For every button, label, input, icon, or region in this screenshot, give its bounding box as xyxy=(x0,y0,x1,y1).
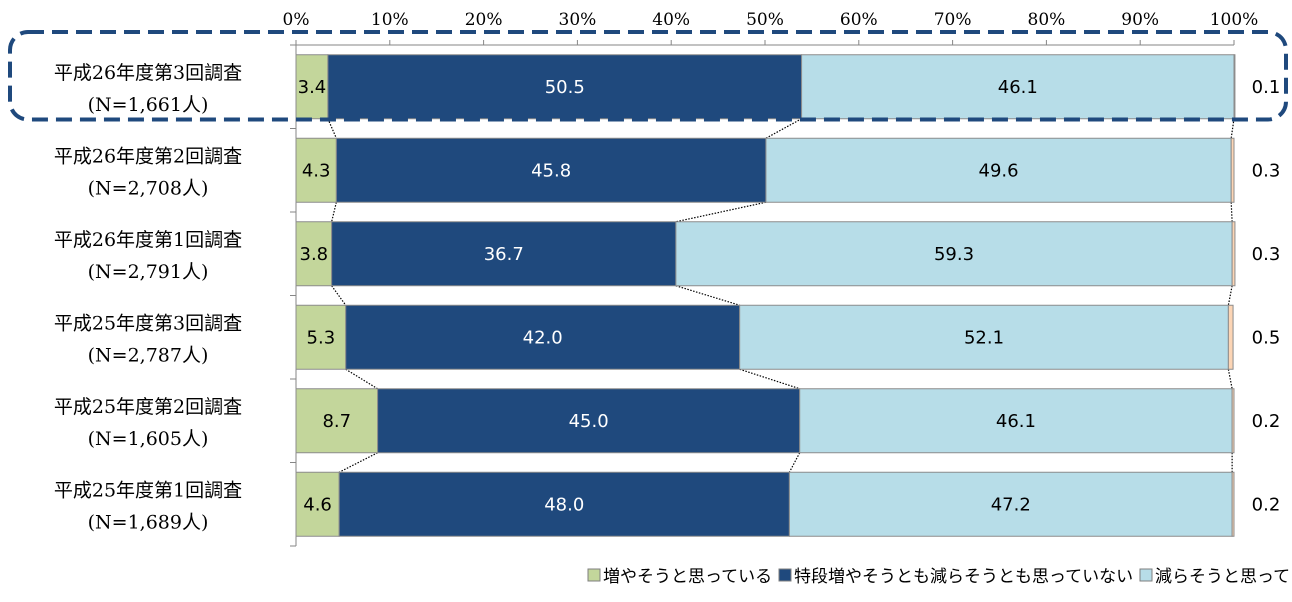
data-label: 46.1 xyxy=(998,77,1038,98)
series-connector-line xyxy=(338,452,378,473)
x-tick-label: 10% xyxy=(371,10,409,30)
category-label: 平成25年度第3回調査 xyxy=(54,312,242,334)
category-n-label: (N=2,791人) xyxy=(88,261,209,283)
bar-segment xyxy=(335,137,767,203)
bar-segment xyxy=(295,471,340,537)
legend-label: 減らそうと思っている xyxy=(1155,567,1292,587)
bar-segment xyxy=(295,137,337,203)
data-label: 47.2 xyxy=(991,494,1031,515)
legend-swatch xyxy=(778,568,792,582)
data-label: 45.8 xyxy=(531,160,571,181)
data-label: 45.0 xyxy=(569,411,609,432)
data-label: 4.6 xyxy=(303,494,332,515)
x-tick-label: 60% xyxy=(840,10,878,30)
legend-swatch xyxy=(587,568,601,582)
series-connector-line xyxy=(327,118,337,139)
bar-segment xyxy=(295,304,347,370)
bar-segment xyxy=(1233,54,1236,120)
data-label: 46.1 xyxy=(996,411,1036,432)
series-connector-line xyxy=(739,368,800,390)
data-label: 48.0 xyxy=(544,494,584,515)
bar-segment xyxy=(1230,137,1235,203)
series-connector-line xyxy=(1230,202,1233,222)
series-connector-line xyxy=(1230,118,1235,139)
data-label: 0.5 xyxy=(1252,327,1281,348)
category-n-label: (N=1,661人) xyxy=(88,94,209,116)
category-n-label: (N=2,787人) xyxy=(88,344,209,366)
data-label: 0.2 xyxy=(1252,494,1281,515)
series-connector-line xyxy=(345,368,378,390)
bar-segment xyxy=(295,388,379,454)
bar-segment xyxy=(1227,304,1234,370)
data-label: 0.2 xyxy=(1252,411,1281,432)
highlight-box xyxy=(8,30,1288,122)
x-tick-label: 50% xyxy=(746,10,784,30)
data-label: 0.3 xyxy=(1252,160,1281,181)
x-tick-label: 100% xyxy=(1210,10,1259,30)
data-label: 52.1 xyxy=(964,327,1004,348)
x-tick-label: 90% xyxy=(1121,10,1159,30)
category-label: 平成26年度第2回調査 xyxy=(54,145,242,167)
series-connector-line xyxy=(331,202,337,222)
series-connector-line xyxy=(788,452,801,473)
category-n-label: (N=2,708人) xyxy=(88,177,209,199)
category-label: 平成26年度第3回調査 xyxy=(54,62,242,84)
category-n-label: (N=1,605人) xyxy=(88,428,209,450)
data-label: 0.1 xyxy=(1252,77,1281,98)
category-label: 平成25年度第2回調査 xyxy=(54,396,242,418)
x-tick-label: 0% xyxy=(283,10,310,30)
series-connector-line xyxy=(1227,369,1233,389)
data-label: 4.3 xyxy=(302,160,331,181)
data-label: 59.3 xyxy=(934,244,974,265)
data-label: 42.0 xyxy=(523,327,563,348)
series-connector-line xyxy=(1227,285,1233,306)
bar-segment xyxy=(765,137,1232,203)
series-connector-line xyxy=(331,285,347,306)
series-connector-line xyxy=(675,201,767,223)
legend-label: 特段増やそうとも減らそうとも思っていない xyxy=(794,567,1133,587)
data-label: 50.5 xyxy=(545,77,585,98)
series-connector-line xyxy=(675,285,740,306)
series-connector-line xyxy=(765,118,802,139)
bar-segment xyxy=(799,388,1233,454)
bar-segment xyxy=(338,471,790,537)
x-tick-label: 40% xyxy=(652,10,690,30)
x-tick-label: 70% xyxy=(934,10,972,30)
category-n-label: (N=1,689人) xyxy=(88,511,209,533)
data-label: 3.8 xyxy=(300,244,329,265)
x-tick-label: 20% xyxy=(465,10,503,30)
category-label: 平成25年度第1回調査 xyxy=(54,479,242,501)
data-label: 5.3 xyxy=(307,327,336,348)
data-label: 0.3 xyxy=(1252,244,1281,265)
bar-segment xyxy=(675,221,1233,287)
bar-segment xyxy=(345,304,741,370)
legend-label: 増やそうと思っている xyxy=(603,567,772,587)
bar-segment xyxy=(1231,471,1235,537)
legend-swatch xyxy=(1139,568,1153,582)
bar-segment xyxy=(377,388,801,454)
bar-segment xyxy=(739,304,1229,370)
bar-segment xyxy=(1231,388,1235,454)
data-label: 49.6 xyxy=(979,160,1019,181)
data-label: 36.7 xyxy=(484,244,524,265)
category-label: 平成26年度第1回調査 xyxy=(54,229,242,251)
data-label: 8.7 xyxy=(322,411,351,432)
bar-segment xyxy=(801,54,1235,120)
x-tick-label: 30% xyxy=(559,10,597,30)
bar-segment xyxy=(788,471,1233,537)
x-tick-label: 80% xyxy=(1028,10,1066,30)
bar-segment xyxy=(1231,221,1236,287)
bar-segment xyxy=(331,221,677,287)
data-label: 3.4 xyxy=(298,77,327,98)
